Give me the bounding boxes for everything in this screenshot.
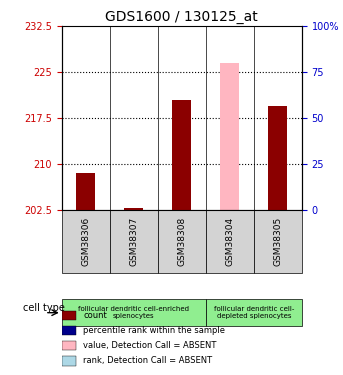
- Bar: [62, 356, 76, 366]
- Text: follicular dendritic cell-enriched
splenocytes: follicular dendritic cell-enriched splen…: [78, 306, 189, 319]
- Bar: [124, 208, 143, 210]
- Bar: [268, 106, 287, 210]
- Bar: [76, 173, 95, 210]
- Text: GSM38307: GSM38307: [129, 217, 138, 266]
- Bar: [172, 100, 191, 210]
- Text: GSM38308: GSM38308: [177, 217, 186, 266]
- Bar: [62, 341, 76, 351]
- FancyBboxPatch shape: [110, 210, 158, 273]
- Text: follicular dendritic cell-
depleted splenocytes: follicular dendritic cell- depleted sple…: [214, 306, 294, 319]
- FancyBboxPatch shape: [62, 210, 110, 273]
- FancyBboxPatch shape: [206, 210, 254, 273]
- Text: rank, Detection Call = ABSENT: rank, Detection Call = ABSENT: [83, 356, 212, 365]
- Title: GDS1600 / 130125_at: GDS1600 / 130125_at: [105, 10, 258, 24]
- Bar: [62, 311, 76, 320]
- FancyBboxPatch shape: [158, 210, 206, 273]
- Text: cell type: cell type: [23, 303, 65, 313]
- FancyBboxPatch shape: [62, 300, 206, 326]
- Text: GSM38306: GSM38306: [81, 217, 90, 266]
- Text: percentile rank within the sample: percentile rank within the sample: [83, 326, 225, 335]
- Text: GSM38305: GSM38305: [273, 217, 282, 266]
- Bar: [62, 326, 76, 335]
- Text: value, Detection Call = ABSENT: value, Detection Call = ABSENT: [83, 341, 217, 350]
- Bar: [220, 63, 239, 210]
- FancyBboxPatch shape: [254, 210, 302, 273]
- Text: GSM38304: GSM38304: [225, 217, 234, 266]
- FancyBboxPatch shape: [206, 300, 302, 326]
- Text: count: count: [83, 311, 107, 320]
